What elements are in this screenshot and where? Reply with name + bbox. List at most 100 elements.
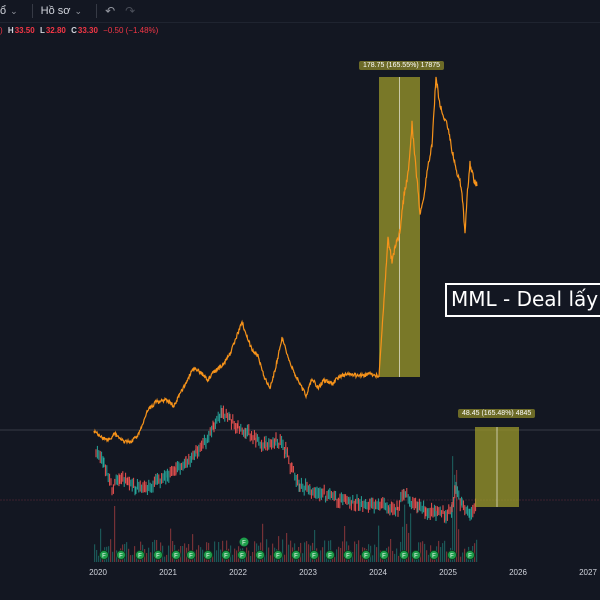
volume-bar: [218, 542, 220, 562]
event-badge: F: [99, 550, 109, 560]
volume-bar: [452, 456, 454, 562]
volume-bar: [262, 523, 264, 562]
svg-text:F: F: [156, 554, 160, 560]
volume-bar: [446, 551, 448, 562]
volume-bar: [192, 534, 194, 562]
volume-bar: [318, 554, 320, 562]
event-badge: F: [291, 550, 301, 560]
undo-icon[interactable]: ↶: [105, 4, 116, 18]
volume-bar: [332, 557, 334, 562]
time-axis-tick: 2024: [369, 568, 387, 577]
volume-bar: [420, 542, 422, 562]
volume-bar: [286, 533, 288, 562]
volume-bar: [438, 540, 440, 562]
volume-bar: [428, 554, 430, 562]
event-badge: F: [135, 550, 145, 560]
event-badge: F: [411, 550, 421, 560]
svg-text:F: F: [224, 554, 228, 560]
volume-bar: [324, 540, 326, 562]
volume-bar: [132, 554, 134, 562]
time-axis[interactable]: 2020 2021 2022 2023 2024 2025 2026 2027: [0, 565, 600, 600]
volume-bar: [166, 554, 168, 562]
svg-text:F: F: [312, 554, 316, 560]
volume-bar: [334, 556, 336, 562]
time-axis-tick: 2026: [509, 568, 527, 577]
volume-bar: [100, 528, 102, 562]
svg-text:F: F: [468, 554, 472, 560]
volume-bar: [356, 544, 358, 562]
volume-bar: [170, 528, 172, 562]
volume-bar: [372, 555, 374, 562]
volume-bar: [290, 540, 292, 562]
volume-bar: [456, 470, 458, 562]
volume-bar: [282, 539, 284, 562]
volume-bar: [212, 556, 214, 562]
redo-icon[interactable]: ↷: [125, 4, 136, 18]
volume-bar: [306, 541, 308, 562]
volume-bar: [236, 550, 238, 562]
ohlc-legend: ) H33.50 L32.80 C33.30 −0.50 (−1.48%): [0, 26, 161, 35]
time-axis-tick: 2027: [579, 568, 597, 577]
svg-text:F: F: [328, 554, 332, 560]
svg-text:F: F: [102, 554, 106, 560]
interval-selector[interactable]: ổ ⌄: [0, 5, 18, 17]
volume-bar: [198, 545, 200, 562]
ohlc-close: C33.30: [71, 26, 98, 35]
volume-bar: [250, 556, 252, 562]
volume-bar: [338, 546, 340, 562]
volume-bar: [300, 542, 302, 562]
text-annotation[interactable]: MML - Deal lấy: [445, 283, 600, 317]
volume-bar: [150, 552, 152, 562]
volume-bar: [398, 555, 400, 562]
volume-bar: [410, 513, 412, 562]
volume-bar: [358, 540, 360, 562]
volume-bar: [112, 551, 114, 562]
volume-bar: [308, 544, 310, 562]
time-axis-tick: 2021: [159, 568, 177, 577]
event-badge: F: [343, 550, 353, 560]
event-badge: F: [186, 550, 196, 560]
svg-text:F: F: [119, 554, 123, 560]
volume-bar: [270, 555, 272, 562]
volume-bar: [134, 546, 136, 562]
volume-bar: [284, 554, 286, 562]
volume-bar: [402, 526, 404, 562]
volume-bar: [458, 529, 460, 562]
profile-selector[interactable]: Hồ sơ ⌄: [41, 5, 82, 17]
ohlc-open-fragment: ): [0, 26, 3, 35]
measure-label-top: 178.75 (165.55%) 17875: [359, 61, 445, 70]
volume-bar: [390, 539, 392, 562]
volume-bar: [392, 550, 394, 562]
volume-bar: [454, 474, 456, 562]
event-badge: F: [255, 550, 265, 560]
volume-bar: [126, 542, 128, 562]
volume-bar: [476, 539, 478, 562]
volume-bar: [148, 547, 150, 562]
time-axis-tick: 2020: [89, 568, 107, 577]
volume-bar: [98, 555, 100, 562]
volume-bar: [196, 549, 198, 562]
volume-bar: [376, 547, 378, 562]
volume-bar: [110, 539, 112, 562]
volume-bar: [406, 523, 408, 562]
volume-bar: [440, 547, 442, 562]
volume-bar: [220, 549, 222, 562]
volume-bar: [394, 553, 396, 562]
volume-bar: [378, 525, 380, 562]
svg-text:F: F: [258, 554, 262, 560]
volume-bar: [136, 555, 138, 562]
volume-bar: [184, 543, 186, 562]
chevron-down-icon: ⌄: [74, 5, 83, 16]
volume-bar: [422, 541, 424, 562]
volume-bar: [252, 552, 254, 562]
toolbar-divider: [96, 4, 98, 18]
volume-bar: [248, 550, 250, 562]
ohlc-low: L32.80: [39, 26, 66, 35]
svg-text:F: F: [242, 541, 246, 547]
event-badge: F: [237, 550, 247, 560]
volume-bar: [424, 543, 426, 562]
svg-text:F: F: [206, 554, 210, 560]
volume-bar: [264, 555, 266, 562]
candlestick-series: [95, 405, 477, 524]
